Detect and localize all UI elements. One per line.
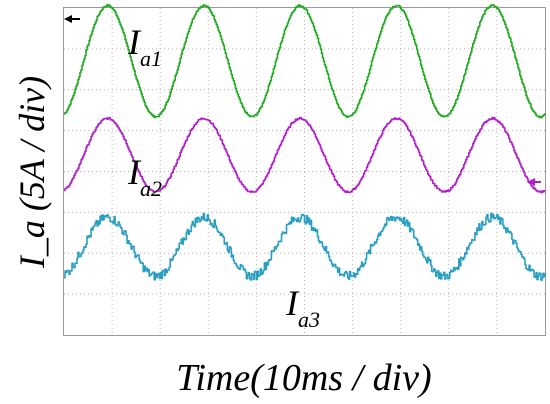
label-ia1: Ia1 [127, 22, 162, 71]
x-axis-label: Time(10ms / div) [176, 357, 431, 399]
traces [64, 3, 546, 281]
trace-ia2 [64, 116, 546, 194]
label-ia3: Ia3 [285, 283, 320, 332]
y-axis-label: I_a (5A / div) [12, 76, 52, 269]
trace-ia1 [64, 3, 546, 119]
ref-marker-right [527, 178, 541, 186]
label-ia2: Ia2 [127, 152, 162, 201]
trigger-marker-left [64, 15, 80, 23]
trace-ia3 [64, 212, 546, 281]
